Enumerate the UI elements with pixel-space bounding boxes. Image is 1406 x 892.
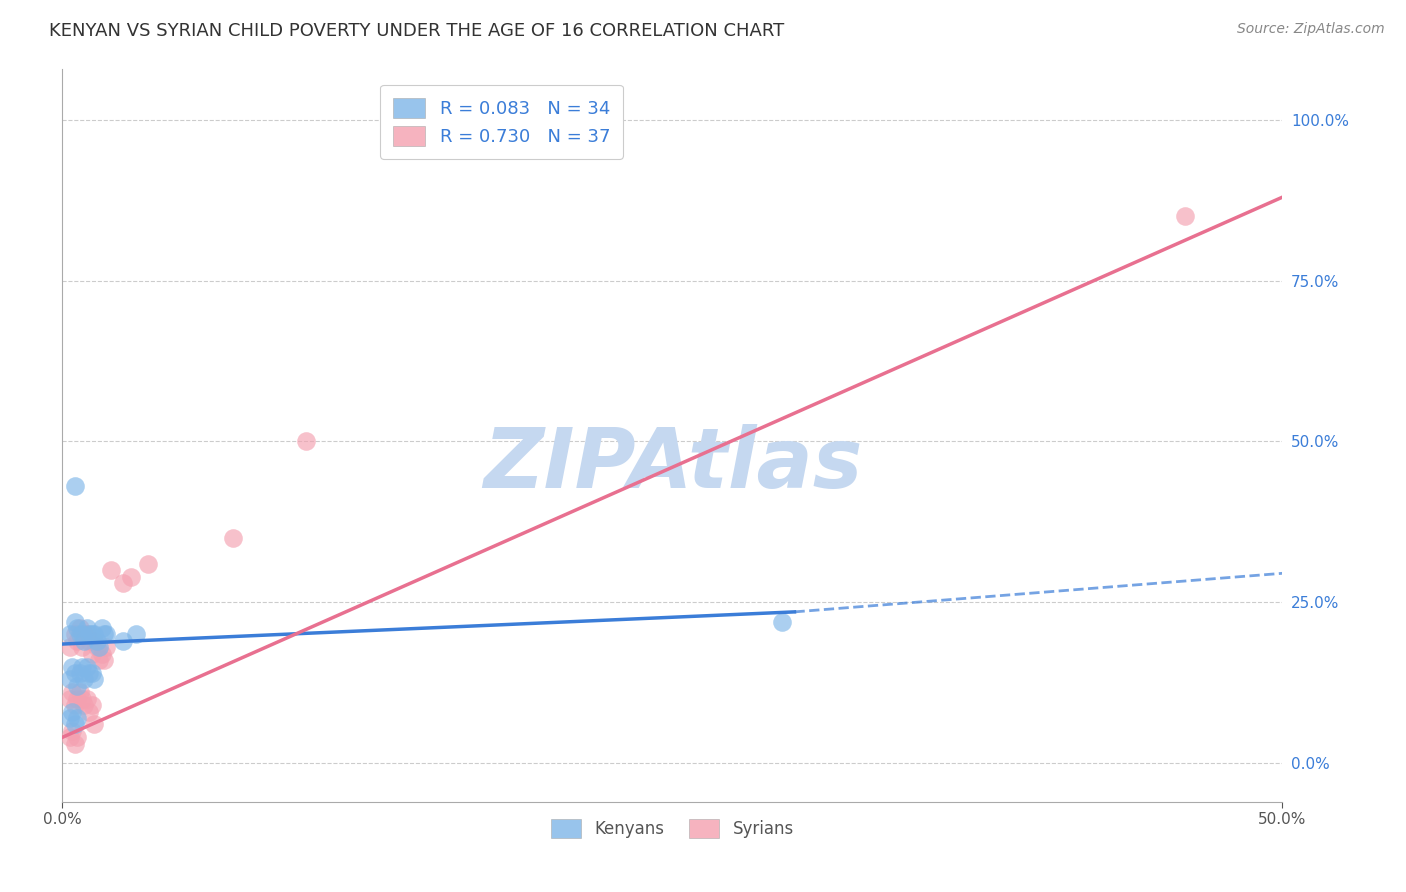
Point: [86, 640, 108, 655]
Point: [66, 691, 89, 706]
Point: [87, 653, 110, 667]
Point: [66, 711, 89, 725]
Point: [79, 705, 101, 719]
Point: [59, 731, 82, 745]
Point: [96, 640, 118, 655]
Point: [90, 647, 112, 661]
Point: [60, 723, 83, 738]
Point: [69, 627, 91, 641]
Point: [66, 731, 89, 745]
Point: [66, 679, 89, 693]
Point: [73, 633, 96, 648]
Point: [90, 621, 112, 635]
Point: [63, 627, 86, 641]
Point: [63, 479, 86, 493]
Point: [76, 627, 98, 641]
Point: [1174, 210, 1197, 224]
Point: [80, 647, 103, 661]
Point: [69, 685, 91, 699]
Text: Source: ZipAtlas.com: Source: ZipAtlas.com: [1237, 22, 1385, 37]
Point: [59, 640, 82, 655]
Point: [66, 621, 89, 635]
Point: [63, 665, 86, 680]
Text: ZIPAtlas: ZIPAtlas: [482, 424, 862, 505]
Point: [73, 698, 96, 712]
Point: [63, 698, 86, 712]
Point: [69, 665, 91, 680]
Point: [70, 691, 93, 706]
Point: [70, 640, 93, 655]
Point: [93, 627, 115, 641]
Point: [86, 633, 108, 648]
Text: KENYAN VS SYRIAN CHILD POVERTY UNDER THE AGE OF 16 CORRELATION CHART: KENYAN VS SYRIAN CHILD POVERTY UNDER THE…: [49, 22, 785, 40]
Point: [80, 627, 103, 641]
Point: [222, 531, 245, 545]
Point: [83, 673, 105, 687]
Point: [770, 615, 793, 629]
Point: [63, 615, 86, 629]
Point: [66, 633, 89, 648]
Point: [112, 633, 135, 648]
Point: [76, 659, 98, 673]
Point: [60, 659, 83, 673]
Point: [70, 659, 93, 673]
Point: [96, 627, 118, 641]
Point: [80, 698, 103, 712]
Point: [80, 665, 103, 680]
Point: [59, 627, 82, 641]
Point: [59, 691, 82, 706]
Point: [59, 711, 82, 725]
Point: [295, 434, 318, 449]
Point: [83, 627, 105, 641]
Point: [136, 557, 159, 571]
Point: [79, 627, 101, 641]
Point: [69, 621, 91, 635]
Point: [70, 627, 93, 641]
Point: [76, 621, 98, 635]
Point: [76, 691, 98, 706]
Point: [93, 653, 115, 667]
Point: [87, 640, 110, 655]
Point: [125, 627, 148, 641]
Point: [60, 685, 83, 699]
Legend: Kenyans, Syrians: Kenyans, Syrians: [544, 812, 800, 845]
Point: [59, 673, 82, 687]
Point: [60, 705, 83, 719]
Point: [73, 673, 96, 687]
Point: [79, 665, 101, 680]
Point: [83, 633, 105, 648]
Point: [63, 717, 86, 731]
Point: [120, 569, 142, 583]
Point: [83, 717, 105, 731]
Point: [112, 576, 135, 591]
Point: [100, 563, 122, 577]
Point: [79, 633, 101, 648]
Point: [63, 737, 86, 751]
Point: [73, 627, 96, 641]
